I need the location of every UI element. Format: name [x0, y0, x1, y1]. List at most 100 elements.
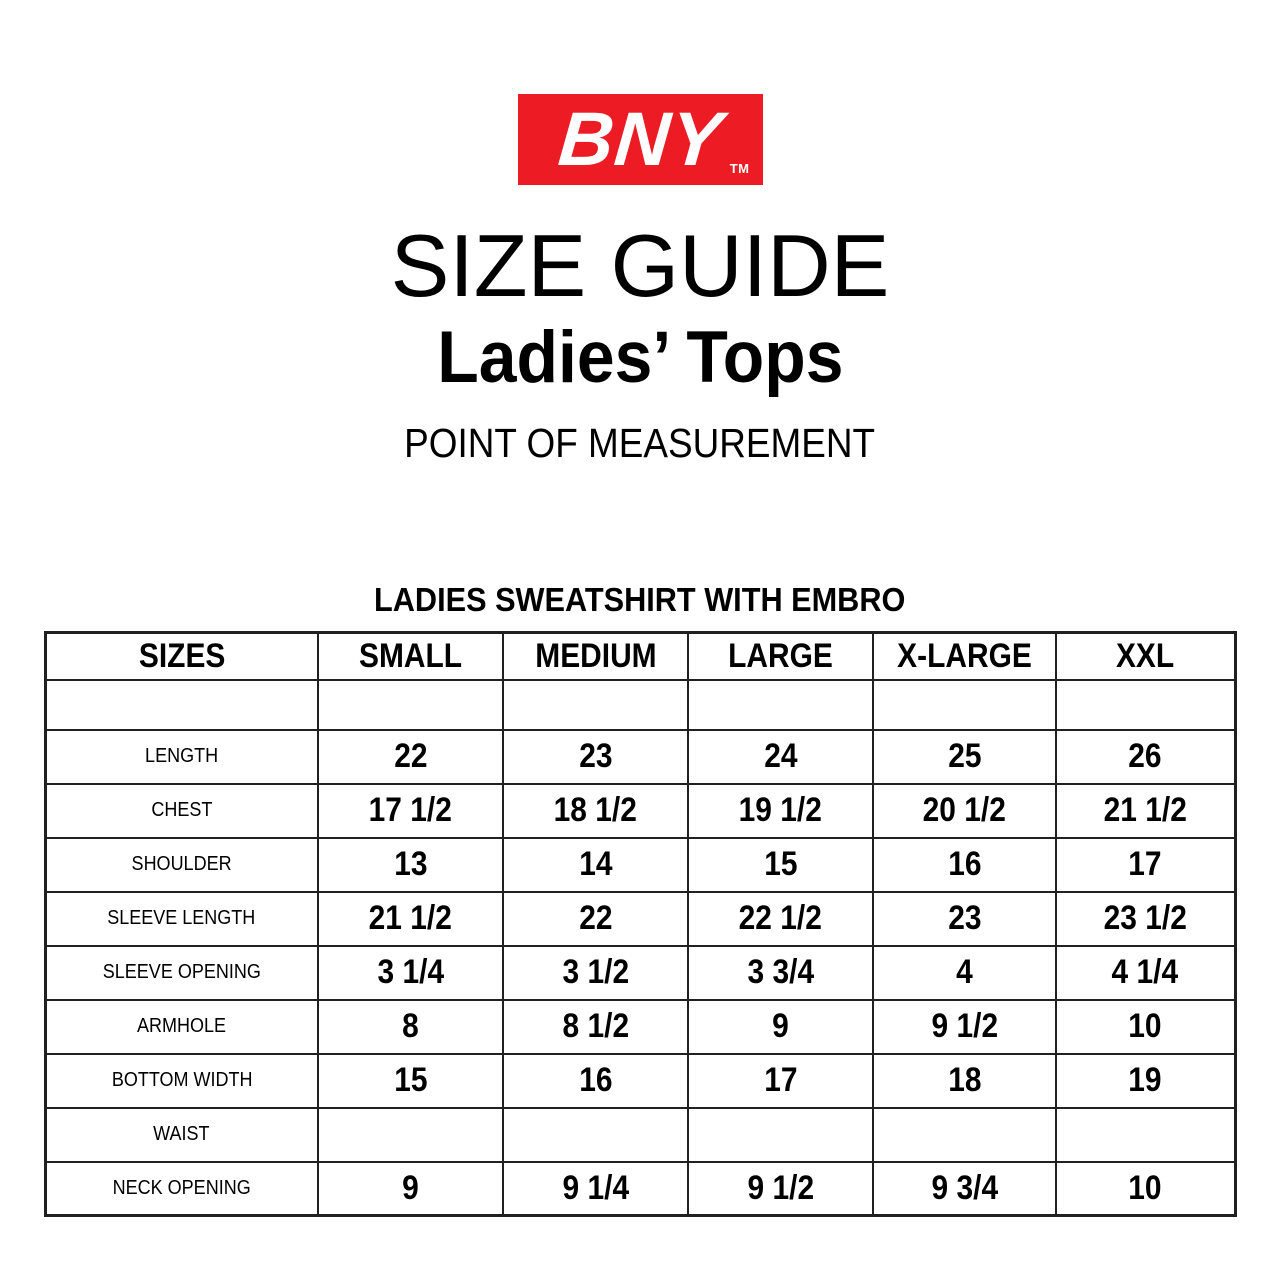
size-cell: 19 1/2 — [687, 782, 874, 839]
column-header-text: MEDIUM — [534, 636, 657, 675]
size-cell: 26 — [1055, 728, 1236, 785]
cell-text: 22 — [578, 899, 613, 937]
size-cell: 9 1/2 — [872, 998, 1057, 1055]
row-label: ARMHOLE — [44, 998, 319, 1055]
bny-logo-text: BNY — [554, 96, 726, 182]
size-cell: 22 — [317, 728, 504, 785]
cell-text: 3 1/4 — [377, 953, 444, 991]
size-cell — [872, 678, 1057, 731]
cell-text: 18 — [947, 1061, 982, 1099]
table-title-text: LADIES SWEATSHIRT WITH EMBRO — [374, 581, 906, 618]
measurement-label-text: POINT OF MEASUREMENT — [404, 420, 876, 466]
table-title: LADIES SWEATSHIRT WITH EMBRO — [0, 583, 1280, 616]
size-cell — [502, 1106, 689, 1163]
row-label-text: BOTTOM WIDTH — [111, 1069, 253, 1091]
size-cell: 23 1/2 — [1055, 890, 1236, 947]
cell-text: 8 1/2 — [562, 1007, 629, 1045]
column-header-large: LARGE — [687, 631, 874, 681]
size-cell: 3 1/4 — [317, 944, 504, 1001]
cell-text: 25 — [947, 737, 982, 775]
cell-text: 23 — [947, 899, 982, 937]
size-chart-table: SIZES SMALL MEDIUM LARGE X-LARGE XXL LEN… — [43, 631, 1237, 1217]
size-cell: 23 — [502, 728, 689, 785]
table-row-shoulder: SHOULDER 13 14 15 16 17 — [44, 836, 1236, 893]
row-label: CHEST — [44, 782, 319, 839]
cell-text: 17 — [763, 1061, 798, 1099]
table-row-bottom-width: BOTTOM WIDTH 15 16 17 18 19 — [44, 1052, 1236, 1109]
cell-text: 4 1/4 — [1111, 953, 1179, 991]
cell-text: 17 1/2 — [368, 791, 453, 829]
cell-text: 9 1/2 — [747, 1168, 814, 1207]
row-label: NECK OPENING — [44, 1160, 319, 1217]
cell-text: 4 — [956, 953, 973, 991]
size-cell: 4 1/4 — [1055, 944, 1236, 1001]
cell-text: 16 — [947, 845, 982, 883]
size-cell: 20 1/2 — [872, 782, 1057, 839]
row-label-text: NECK OPENING — [112, 1176, 251, 1199]
cell-text: 24 — [763, 737, 798, 775]
size-cell: 4 — [872, 944, 1057, 1001]
table-header-row: SIZES SMALL MEDIUM LARGE X-LARGE XXL — [44, 631, 1236, 681]
table-row-sleeve-length: SLEEVE LENGTH 21 1/2 22 22 1/2 23 23 1/2 — [44, 890, 1236, 947]
size-cell: 18 — [872, 1052, 1057, 1109]
table-row-armhole: ARMHOLE 8 8 1/2 9 9 1/2 10 — [44, 998, 1236, 1055]
cell-text: 21 1/2 — [368, 899, 453, 937]
page-title: SIZE GUIDE — [0, 222, 1280, 310]
size-cell: 3 3/4 — [687, 944, 874, 1001]
column-header-text: XXL — [1116, 636, 1175, 675]
size-cell: 24 — [687, 728, 874, 785]
size-cell: 13 — [317, 836, 504, 893]
row-label: SLEEVE OPENING — [44, 944, 319, 1001]
row-label-text: LENGTH — [145, 745, 219, 767]
cell-text: 23 — [578, 737, 613, 775]
size-cell: 22 — [502, 890, 689, 947]
size-cell: 8 1/2 — [502, 998, 689, 1055]
size-cell: 14 — [502, 836, 689, 893]
size-cell: 17 — [1055, 836, 1236, 893]
size-cell — [687, 1106, 874, 1163]
table-row-neck-opening: NECK OPENING 9 9 1/4 9 1/2 9 3/4 10 — [44, 1160, 1236, 1217]
cell-text: 15 — [763, 845, 798, 883]
cell-text: 9 — [772, 1007, 789, 1045]
size-cell: 23 — [872, 890, 1057, 947]
column-header-xxl: XXL — [1055, 631, 1236, 681]
cell-text: 13 — [393, 845, 428, 883]
cell-text: 15 — [393, 1061, 428, 1099]
bny-logo: BNY TM — [517, 94, 763, 185]
cell-text: 9 1/2 — [931, 1007, 998, 1045]
size-cell: 9 — [687, 998, 874, 1055]
table-row-waist: WAIST — [44, 1106, 1236, 1163]
column-header-text: X-LARGE — [897, 636, 1032, 675]
size-cell: 17 1/2 — [317, 782, 504, 839]
column-header-text: SMALL — [358, 636, 463, 675]
size-cell: 25 — [872, 728, 1057, 785]
row-label — [44, 678, 319, 731]
row-label-text: CHEST — [151, 799, 213, 821]
size-cell: 19 — [1055, 1052, 1236, 1109]
cell-text: 3 3/4 — [747, 953, 814, 991]
size-cell: 3 1/2 — [502, 944, 689, 1001]
cell-text: 10 — [1128, 1168, 1162, 1207]
table-row-chest: CHEST 17 1/2 18 1/2 19 1/2 20 1/2 21 1/2 — [44, 782, 1236, 839]
page-title-text: SIZE GUIDE — [390, 216, 890, 315]
size-cell: 8 — [317, 998, 504, 1055]
size-cell: 22 1/2 — [687, 890, 874, 947]
size-cell: 18 1/2 — [502, 782, 689, 839]
size-cell — [1055, 678, 1236, 731]
row-label-text: SLEEVE LENGTH — [107, 907, 256, 929]
row-label-text: SLEEVE OPENING — [102, 961, 261, 983]
column-header-text: SIZES — [138, 636, 225, 675]
size-cell — [502, 678, 689, 731]
size-cell: 21 1/2 — [317, 890, 504, 947]
cell-text: 26 — [1128, 737, 1162, 775]
cell-text: 23 1/2 — [1103, 899, 1187, 937]
cell-text: 10 — [1128, 1007, 1162, 1045]
page-subtitle-text: Ladies’ Tops — [436, 317, 844, 398]
row-label-text: SHOULDER — [131, 853, 232, 875]
cell-text: 20 1/2 — [922, 791, 1007, 829]
cell-text: 16 — [578, 1061, 613, 1099]
row-label: SHOULDER — [44, 836, 319, 893]
cell-text: 19 — [1128, 1061, 1162, 1099]
measurement-label: POINT OF MEASUREMENT — [0, 423, 1280, 464]
